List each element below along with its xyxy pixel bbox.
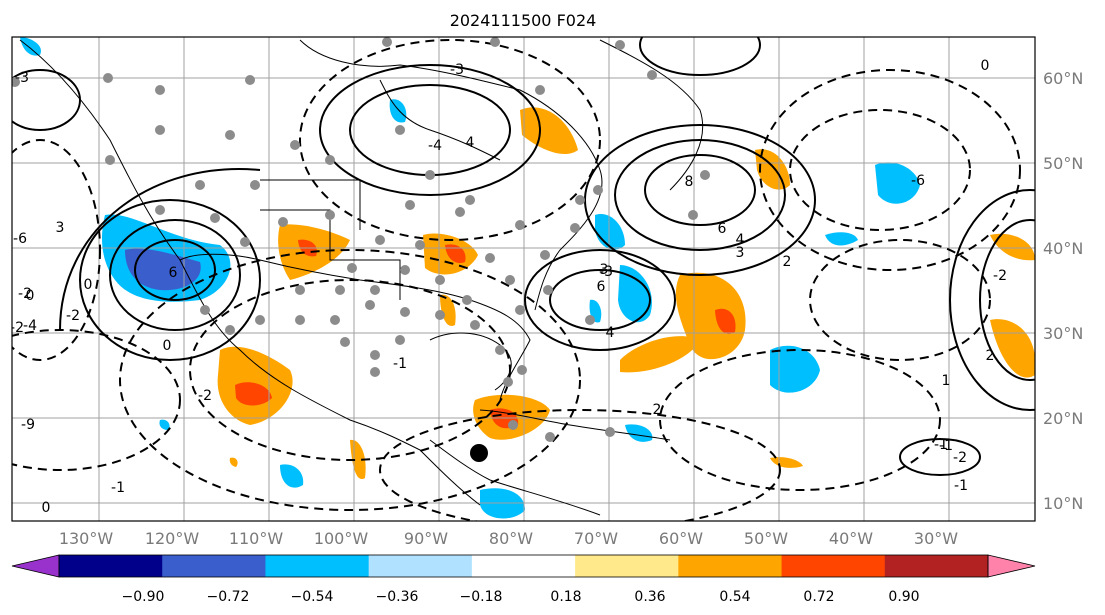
contour-label: 8 <box>685 174 694 190</box>
contour-label: 2 <box>783 254 792 270</box>
contour-label: -2 <box>953 450 967 466</box>
colorbar-segment <box>368 555 473 577</box>
contour-label: -2 <box>198 388 212 404</box>
contour-label: 0 <box>84 277 93 293</box>
lon-label: 130°W <box>59 529 114 548</box>
contour-label: 0 <box>163 338 172 354</box>
colorbar-tick-label: 0.36 <box>634 589 665 605</box>
lon-label: 30°W <box>914 529 958 548</box>
contour-label: 6 <box>169 265 178 281</box>
contour-label: -6 <box>911 173 925 189</box>
negative-anomaly-shading <box>20 37 920 519</box>
colorbar-tick-label: 0.54 <box>719 589 750 605</box>
contour-label: -3 <box>450 62 464 78</box>
lon-label: 120°W <box>145 529 200 548</box>
lat-label: 20°N <box>1043 409 1083 428</box>
colorbar-tick-label: 0.90 <box>888 589 919 605</box>
contour-label: -2 <box>66 308 80 324</box>
contour-label: -3 <box>599 264 613 280</box>
contour-label: 0 <box>42 500 51 516</box>
colorbar-segment <box>59 555 163 577</box>
station-markers <box>12 37 710 442</box>
colorbar-ticks: −0.90 −0.72 −0.54 −0.36 −0.18 0.18 0.36 … <box>122 589 920 605</box>
contour-label-layer: 6-23-34-486432-66-3342-30-2-2-120-21-1-1… <box>10 58 1007 516</box>
colorbar-segment <box>471 555 576 577</box>
center-marker <box>470 444 488 462</box>
contour-lines <box>12 37 1035 476</box>
lon-label: 80°W <box>489 529 533 548</box>
colorbar-segment <box>162 555 266 577</box>
contour-label: 3 <box>600 262 609 278</box>
lat-label: 30°N <box>1043 324 1083 343</box>
contour-label: -2 <box>18 286 32 302</box>
lon-label: 60°W <box>659 529 703 548</box>
contour-label: -1 <box>111 480 125 496</box>
contour-label: -3 <box>15 70 29 86</box>
colorbar-extend-max <box>987 554 1036 578</box>
colorbar <box>11 554 1036 578</box>
contour-label: 6 <box>718 221 727 237</box>
colorbar-tick-label: 0.72 <box>803 589 834 605</box>
contour-label: 2 <box>986 348 995 364</box>
lon-label: 70°W <box>574 529 618 548</box>
dashed-contour-lines <box>12 39 1021 521</box>
map-panel: 6-23-34-486432-66-3342-30-2-2-120-21-1-1… <box>10 36 1036 522</box>
colorbar-tick-label: −0.72 <box>207 589 250 605</box>
lon-label: 100°W <box>314 529 369 548</box>
contour-label: 4 <box>606 325 615 341</box>
lat-label: 60°N <box>1043 69 1083 88</box>
contour-label: -2 <box>993 268 1007 284</box>
lon-label: 110°W <box>229 529 284 548</box>
contour-label: -1 <box>934 437 948 453</box>
colorbar-tick-label: −0.18 <box>460 589 503 605</box>
contour-label: -1 <box>939 438 953 454</box>
colorbar-segment <box>884 555 989 577</box>
lon-label: 90°W <box>404 529 448 548</box>
longitude-axis: 130°W 120°W 110°W 100°W 90°W 80°W 70°W 6… <box>59 529 958 548</box>
contour-label: 2 <box>653 402 662 418</box>
contour-label: 3 <box>736 245 745 261</box>
colorbar-segment <box>575 555 679 577</box>
lat-label: 50°N <box>1043 154 1083 173</box>
map-frame <box>11 36 1036 522</box>
colorbar-tick-label: 0.18 <box>550 589 581 605</box>
colorbar-segment <box>265 555 370 577</box>
contour-label: 6 <box>597 279 606 295</box>
colorbar-segment <box>781 555 886 577</box>
contour-label: 0 <box>981 58 990 74</box>
lon-label: 40°W <box>829 529 873 548</box>
lon-label: 50°W <box>744 529 788 548</box>
contour-label: 3 <box>56 220 65 236</box>
map-title: 2024111500 F024 <box>450 11 597 30</box>
colorbar-tick-label: −0.36 <box>376 589 419 605</box>
contour-label: 1 <box>942 373 951 389</box>
lat-label: 40°N <box>1043 239 1083 258</box>
contour-label: -1 <box>393 356 407 372</box>
contour-label: 4 <box>466 135 475 151</box>
colorbar-extend-min <box>11 554 60 578</box>
colorbar-segment <box>678 555 783 577</box>
contour-label: 0 <box>26 288 35 304</box>
contour-label: 4 <box>736 232 745 248</box>
contour-label: -4 <box>23 318 37 334</box>
contour-label: -1 <box>954 478 968 494</box>
colorbar-outline <box>58 554 989 578</box>
lat-label: 10°N <box>1043 494 1083 513</box>
contour-label: -6 <box>13 231 27 247</box>
contour-label: -4 <box>428 138 442 154</box>
contour-label: -9 <box>21 417 35 433</box>
contour-label: -2 <box>10 320 24 336</box>
colorbar-tick-label: −0.90 <box>122 589 165 605</box>
colorbar-tick-label: −0.54 <box>291 589 334 605</box>
latitude-axis: 60°N 50°N 40°N 30°N 20°N 10°N <box>1043 69 1083 513</box>
